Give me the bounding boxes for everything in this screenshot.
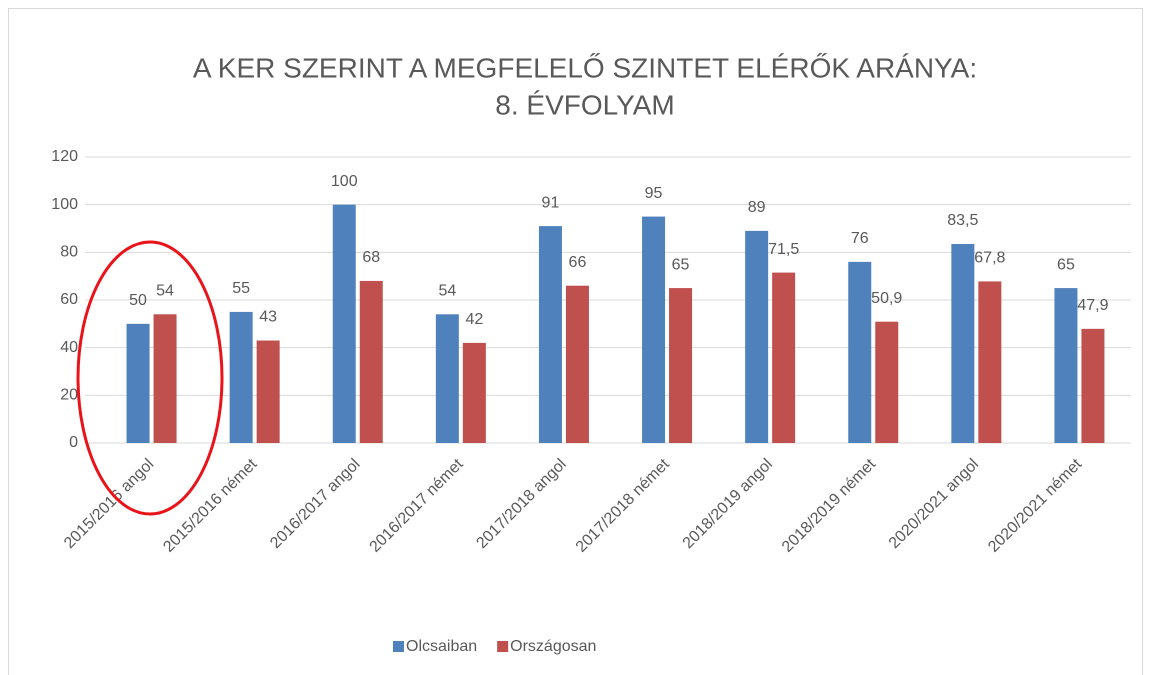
x-tick-label: 2020/2021 angol <box>886 456 982 552</box>
x-tick-label: 2017/2018 angol <box>473 456 569 552</box>
value-label: 54 <box>156 283 174 300</box>
bar <box>359 280 383 443</box>
bar <box>1081 328 1105 443</box>
bar <box>848 261 872 443</box>
highlight-ellipse <box>76 240 224 516</box>
bar <box>745 230 769 443</box>
value-label: 65 <box>1057 256 1075 273</box>
y-tick-label: 0 <box>69 434 78 451</box>
bar <box>332 204 356 443</box>
x-tick-label: 2015/2016 angol <box>61 456 157 552</box>
bar <box>669 288 693 443</box>
bar <box>772 272 796 443</box>
bar <box>978 281 1002 443</box>
y-tick-label: 40 <box>60 339 78 356</box>
value-label: 50 <box>129 292 147 309</box>
x-tick-label: 2018/2019 angol <box>680 456 776 552</box>
x-tick-label: 2018/2019 német <box>779 455 879 555</box>
chart-title: 8. ÉVFOLYAM <box>495 89 674 120</box>
x-tick-label: 2016/2017 német <box>367 455 467 555</box>
bar <box>256 340 280 443</box>
bar <box>153 314 177 443</box>
bar <box>229 311 253 443</box>
value-label: 100 <box>331 173 358 190</box>
value-label: 91 <box>542 194 560 211</box>
bar <box>435 314 459 443</box>
value-label: 65 <box>672 256 690 273</box>
bar <box>538 226 562 443</box>
value-label: 89 <box>748 199 766 216</box>
y-tick-label: 100 <box>51 196 78 213</box>
value-label: 67,8 <box>974 250 1005 267</box>
value-label: 47,9 <box>1077 297 1108 314</box>
value-label: 68 <box>362 249 380 266</box>
chart-title: A KER SZERINT A MEGFELELŐ SZINTET ELÉRŐK… <box>193 52 977 83</box>
legend-label: Olcsaiban <box>406 638 477 655</box>
legend-swatch <box>393 641 404 652</box>
legend-label: Országosan <box>510 638 596 655</box>
value-label: 76 <box>851 230 869 247</box>
y-tick-label: 20 <box>60 387 78 404</box>
value-label: 54 <box>438 283 456 300</box>
x-tick-label: 2016/2017 angol <box>267 456 363 552</box>
bar <box>565 285 589 443</box>
value-label: 71,5 <box>768 241 799 258</box>
value-label: 50,9 <box>871 290 902 307</box>
bar <box>126 323 150 443</box>
x-tick-label: 2017/2018 német <box>573 455 673 555</box>
bar <box>642 216 666 443</box>
y-tick-label: 120 <box>51 148 78 165</box>
bar <box>951 243 975 443</box>
bar <box>462 342 486 443</box>
value-label: 43 <box>259 309 277 326</box>
y-tick-label: 60 <box>60 291 78 308</box>
chart-border <box>8 8 1143 675</box>
value-label: 42 <box>465 311 483 328</box>
bar <box>1054 288 1078 443</box>
bar <box>875 321 899 443</box>
value-label: 83,5 <box>947 212 978 229</box>
y-tick-label: 80 <box>60 244 78 261</box>
legend-swatch <box>497 641 509 652</box>
value-label: 55 <box>232 280 250 297</box>
x-tick-label: 2020/2021 német <box>985 455 1085 555</box>
value-label: 95 <box>645 185 663 202</box>
value-label: 66 <box>569 254 587 271</box>
